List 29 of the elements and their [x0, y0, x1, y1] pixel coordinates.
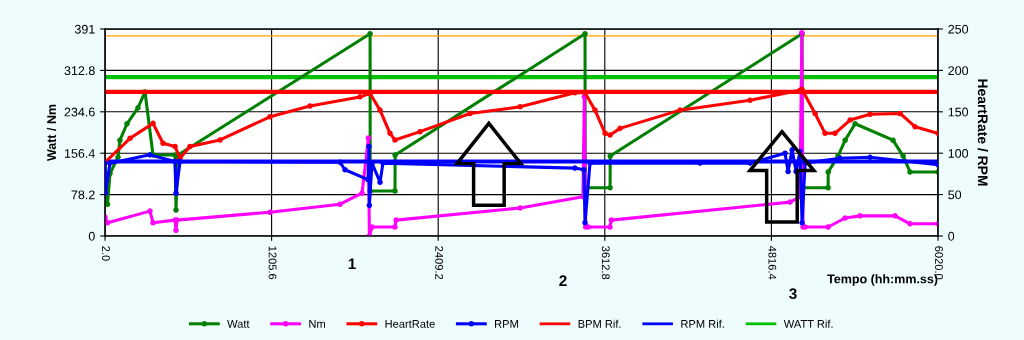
y2-tick-label: 200 [948, 66, 969, 76]
x-tick-label: 2409.2 [435, 246, 444, 280]
y2-tick-label: 50 [948, 190, 962, 200]
y2-tick-label: 250 [948, 24, 969, 34]
text: 3 [789, 288, 797, 300]
y-tick-label: 156.4 [64, 149, 95, 158]
y-tick-label: 78.2 [71, 190, 95, 200]
y-tick-label: 312.8 [64, 66, 95, 76]
y-tick-label: 234.6 [64, 107, 95, 117]
legend-label: RPM Rif. [681, 319, 724, 328]
x-tick-label: 1205.6 [268, 246, 277, 280]
y-tick-label: 0 [88, 231, 95, 241]
legend-label: Watt [227, 320, 250, 328]
y-axis-title: Watt / Nm [46, 104, 57, 162]
y-tick-label: 391 [74, 24, 95, 34]
y2-tick-label: 0 [948, 231, 955, 241]
x-tick-label: 3612.8 [601, 246, 610, 280]
legend-label: WATT Rif. [783, 319, 833, 328]
y2-tick-label: 100 [948, 149, 969, 158]
text: 1 [348, 258, 356, 269]
text: 2 [559, 275, 567, 286]
legend-label: Nm [309, 320, 325, 328]
legend-label: BPM Rif. [578, 319, 621, 328]
x-tick-label: 4816.4 [768, 245, 777, 280]
legend-label: RPM [495, 320, 518, 328]
y2-tick-label: 150 [948, 107, 969, 117]
y2-axis-title: HeartRate / RPM [977, 79, 989, 186]
x-tick-label: 2.0 [102, 246, 110, 261]
legend-label: HeartRate [385, 320, 435, 328]
